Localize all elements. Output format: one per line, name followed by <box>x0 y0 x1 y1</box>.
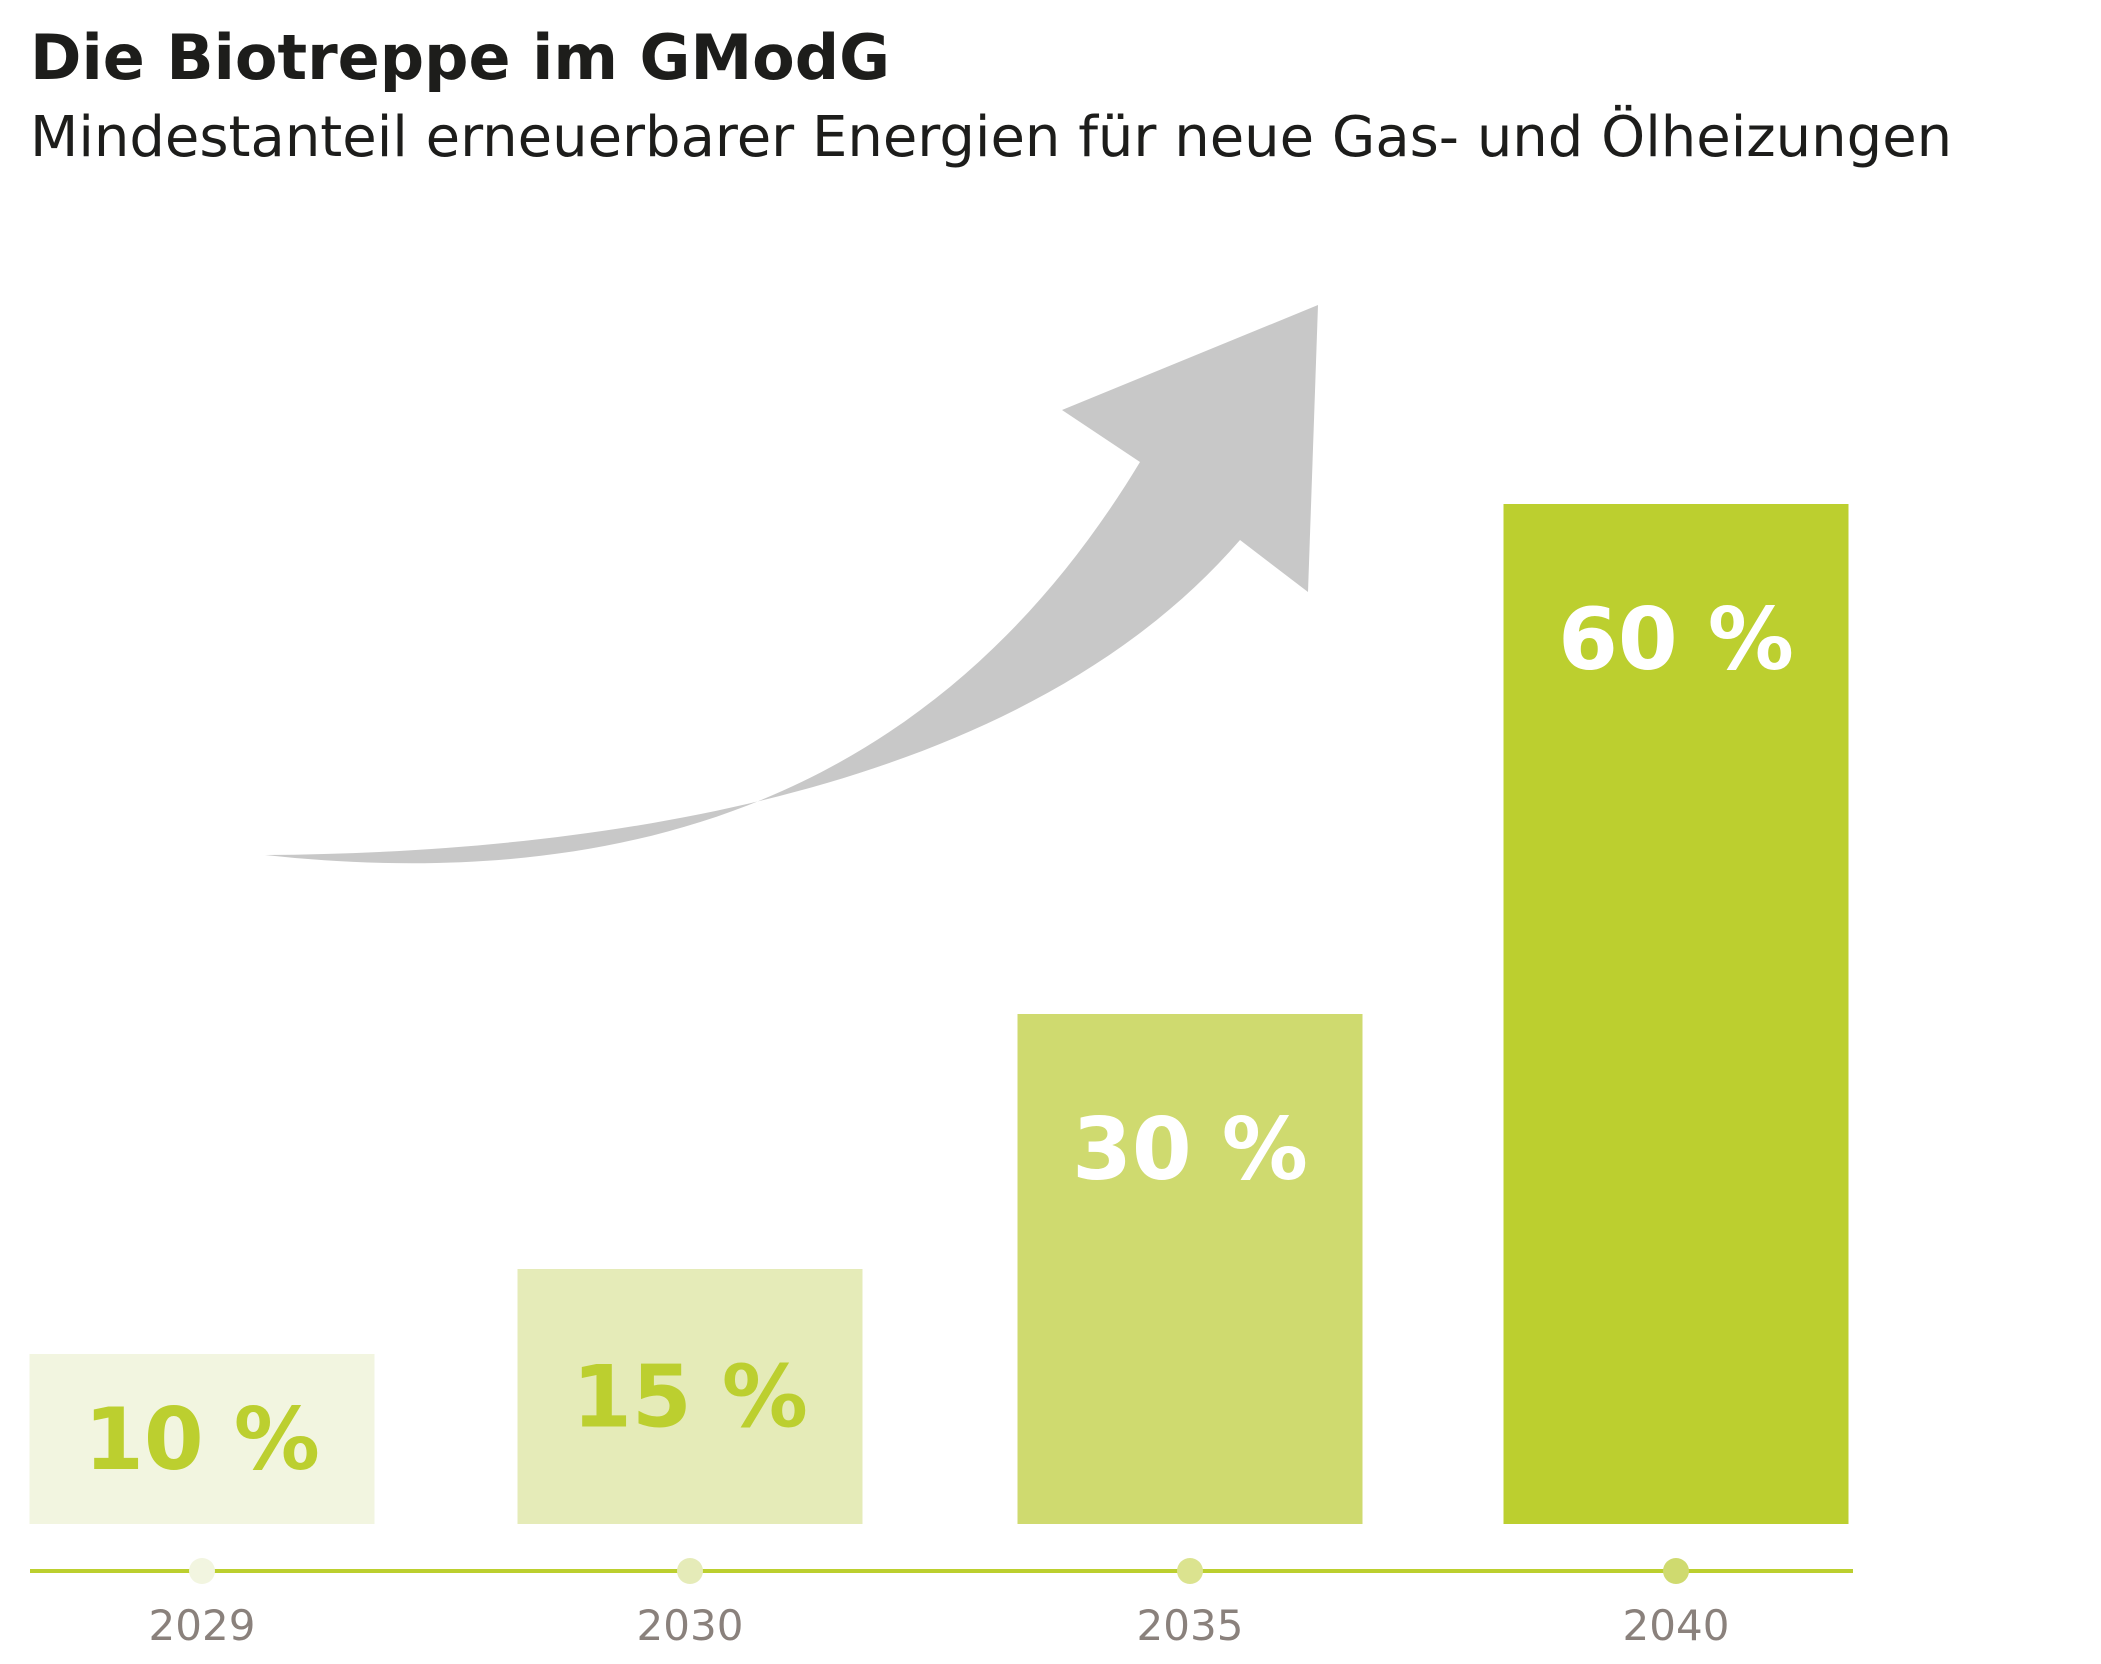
bar-2030 <box>517 1269 863 1524</box>
chart-subtitle: Mindestanteil erneuerbarer Energien für … <box>30 105 1953 170</box>
data-label-2029: 10 % <box>84 1390 320 1490</box>
axis-dot-2040 <box>1663 1558 1689 1584</box>
axis-dot-2035 <box>1177 1558 1203 1584</box>
axis-layer: 2029 2030 2035 2040 <box>149 1558 1730 1650</box>
trend-arrow-icon <box>265 305 1318 864</box>
tick-label-2029: 2029 <box>149 1601 256 1650</box>
chart-title: Die Biotreppe im GModG <box>30 21 891 94</box>
tick-label-2035: 2035 <box>1137 1601 1244 1650</box>
data-label-2030: 15 % <box>572 1348 808 1448</box>
data-label-2040: 60 % <box>1558 590 1794 690</box>
axis-dot-2029 <box>189 1558 215 1584</box>
bar-2040 <box>1503 504 1849 1524</box>
bars-layer: 10 % 15 % 30 % 60 % <box>29 504 1849 1524</box>
axis-dot-2030 <box>677 1558 703 1584</box>
data-label-2035: 30 % <box>1072 1100 1308 1200</box>
bar-2035 <box>1017 1014 1363 1524</box>
bar-2029 <box>29 1354 375 1524</box>
tick-label-2030: 2030 <box>637 1601 744 1650</box>
tick-label-2040: 2040 <box>1623 1601 1730 1650</box>
